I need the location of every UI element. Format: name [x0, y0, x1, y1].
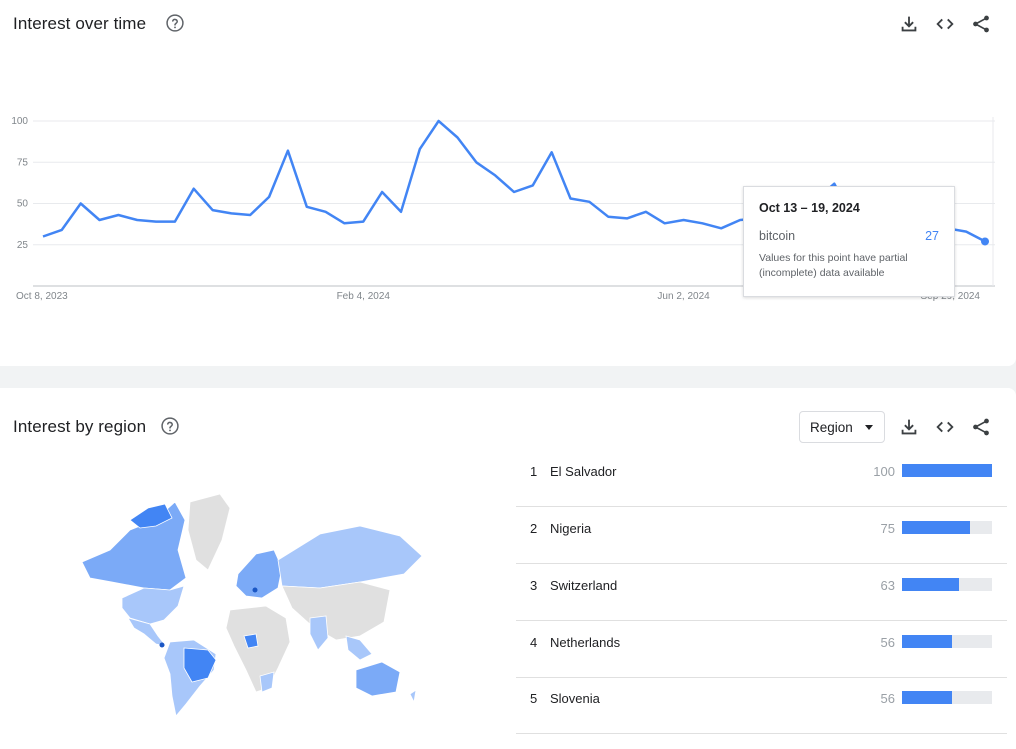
region-rank: 4	[530, 635, 538, 650]
region-select-label: Region	[810, 419, 853, 435]
map-el-salvador	[159, 642, 165, 648]
map-russia	[277, 525, 423, 589]
embed-code-button[interactable]	[934, 13, 956, 35]
region-bar-fill	[902, 464, 992, 477]
y-tick-label: 100	[11, 116, 28, 127]
map-arctic-islands	[129, 503, 173, 529]
region-value: 63	[880, 578, 895, 593]
region-bar	[902, 578, 992, 591]
question-circle-icon[interactable]	[165, 13, 185, 33]
y-tick-label: 75	[17, 157, 29, 168]
region-row[interactable]: 3 Switzerland 63	[516, 564, 1007, 621]
map-india	[309, 615, 329, 651]
tooltip-partial-note: Values for this point have partial (inco…	[759, 252, 908, 279]
region-share-button[interactable]	[970, 416, 992, 438]
download-icon	[901, 16, 917, 32]
share-icon	[973, 418, 989, 436]
region-rank: 3	[530, 578, 538, 593]
region-bar	[902, 464, 992, 477]
map-africa	[225, 605, 291, 693]
map-switzerland	[252, 587, 258, 593]
region-bar-fill	[902, 578, 959, 591]
region-bar	[902, 521, 992, 534]
region-bar-fill	[902, 691, 953, 704]
x-tick-label: Oct 8, 2023	[16, 291, 68, 302]
map-brazil	[183, 647, 217, 683]
region-rank: 1	[530, 464, 538, 479]
region-bar	[902, 635, 992, 648]
share-button[interactable]	[970, 13, 992, 35]
region-value: 56	[880, 691, 895, 706]
region-bar-fill	[902, 635, 953, 648]
region-bar-fill	[902, 521, 970, 534]
download-button[interactable]	[898, 13, 920, 35]
interest-over-time-card: Interest over time 25 50 75 100 Oct 8, 2023 F…	[0, 0, 1016, 366]
download-icon	[901, 419, 917, 435]
region-value: 75	[880, 521, 895, 536]
region-embed-code-button[interactable]	[934, 416, 956, 438]
region-name: Netherlands	[550, 635, 621, 650]
map-usa	[121, 585, 185, 625]
region-name: El Salvador	[550, 464, 617, 479]
region-name: Nigeria	[550, 521, 592, 536]
share-icon	[973, 15, 989, 33]
world-map[interactable]	[60, 490, 430, 720]
map-australia	[355, 661, 401, 697]
caret-down-icon	[865, 425, 873, 430]
tooltip-value: 27	[925, 229, 939, 243]
region-row[interactable]: 1 El Salvador 100	[516, 450, 1007, 507]
map-greenland	[187, 493, 231, 571]
region-level-select[interactable]: Region	[799, 411, 885, 443]
tooltip-date: Oct 13 – 19, 2024	[759, 201, 860, 215]
map-europe	[235, 549, 283, 599]
y-tick-label: 50	[17, 199, 29, 210]
question-circle-icon[interactable]	[160, 416, 180, 436]
region-bar	[902, 691, 992, 704]
tooltip-term: bitcoin	[759, 229, 796, 243]
map-new-zealand	[409, 689, 417, 704]
hovered-data-point	[981, 237, 989, 246]
map-southeast-asia	[345, 635, 373, 661]
x-tick-label: Jun 2, 2024	[657, 291, 710, 302]
y-tick-label: 25	[17, 240, 29, 251]
region-rank: 5	[530, 691, 538, 706]
map-south-africa	[259, 671, 275, 693]
data-point-tooltip: Oct 13 – 19, 2024 bitcoin 27 Values for …	[743, 186, 955, 297]
map-asia	[281, 581, 391, 641]
region-rank: 2	[530, 521, 538, 536]
interest-over-time-title: Interest over time	[13, 14, 147, 33]
region-row[interactable]: 5 Slovenia 56	[516, 677, 1007, 734]
map-nigeria	[243, 633, 259, 649]
region-name: Slovenia	[550, 691, 600, 706]
region-name: Switzerland	[550, 578, 618, 593]
embed-code-icon	[936, 421, 954, 433]
embed-code-icon	[936, 18, 954, 30]
region-value: 100	[873, 464, 895, 479]
region-download-button[interactable]	[898, 416, 920, 438]
region-value: 56	[880, 635, 895, 650]
x-tick-label: Feb 4, 2024	[337, 291, 391, 302]
region-row[interactable]: 2 Nigeria 75	[516, 507, 1007, 564]
interest-by-region-title: Interest by region	[13, 417, 147, 436]
region-row[interactable]: 4 Netherlands 56	[516, 621, 1007, 678]
